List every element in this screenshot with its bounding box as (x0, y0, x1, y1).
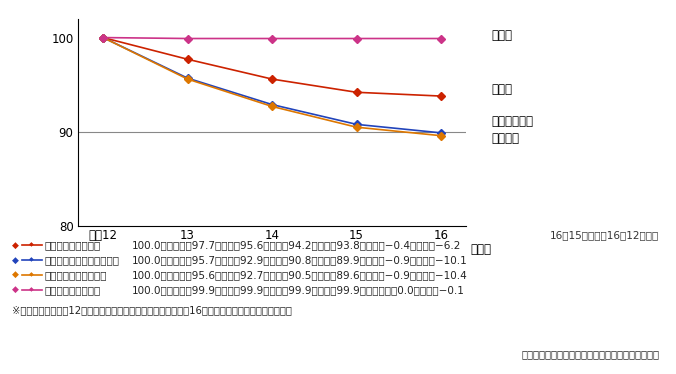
Text: 移動電気通信
携帯電話: 移動電気通信 携帯電話 (491, 115, 534, 145)
Text: ※　基準改定（平成12年基準への移行）が行われたため、平成16年版情報通信白書と数値が異なる: ※ 基準改定（平成12年基準への移行）が行われたため、平成16年版情報通信白書と… (12, 305, 292, 315)
Text: ＰＨＳ・・・・・・: ＰＨＳ・・・・・・ (45, 285, 101, 295)
Text: 総平均: 総平均 (491, 83, 513, 96)
Text: ◆: ◆ (29, 272, 34, 278)
Text: 移動電気通信・・・・・・: 移動電気通信・・・・・・ (45, 255, 120, 265)
Text: ＰＨＳ: ＰＨＳ (491, 29, 513, 42)
Text: 100.0・・・・・95.7・・・・92.9・・・・90.8・・・・89.9・・・・−0.9・・・・−10.1: 100.0・・・・・95.7・・・・92.9・・・・90.8・・・・89.9・・… (132, 255, 468, 265)
Text: ◆: ◆ (12, 285, 19, 294)
Text: 100.0・・・・・95.6・・・・92.7・・・・90.5・・・・89.6・・・・−0.9・・・・−10.4: 100.0・・・・・95.6・・・・92.7・・・・90.5・・・・89.6・・… (132, 270, 468, 280)
Text: ◆: ◆ (29, 257, 34, 263)
Text: 100.0・・・・・99.9・・・・99.9・・・・99.9・・・・99.9・・・・・・0.0・・・・−0.1: 100.0・・・・・99.9・・・・99.9・・・・99.9・・・・99.9・・… (132, 285, 464, 295)
Text: ◆: ◆ (29, 242, 34, 248)
Text: 16～15年の差　16～12年の差: 16～15年の差 16～12年の差 (550, 230, 659, 240)
Text: 日本銀行「企業向けサービス価格指数」により作成: 日本銀行「企業向けサービス価格指数」により作成 (521, 349, 659, 359)
Text: ◆: ◆ (12, 240, 19, 249)
Text: ◆: ◆ (12, 270, 19, 279)
Text: ◆: ◆ (12, 255, 19, 264)
Text: 総平均・・・・・・: 総平均・・・・・・ (45, 240, 101, 250)
Text: 携帯電話・・・・・・: 携帯電話・・・・・・ (45, 270, 107, 280)
Text: （年）: （年） (470, 243, 491, 256)
Text: 100.0・・・・・97.7・・・・95.6・・・・94.2・・・・93.8・・・・−0.4・・・・−6.2: 100.0・・・・・97.7・・・・95.6・・・・94.2・・・・93.8・・… (132, 240, 461, 250)
Text: ◆: ◆ (29, 287, 34, 292)
